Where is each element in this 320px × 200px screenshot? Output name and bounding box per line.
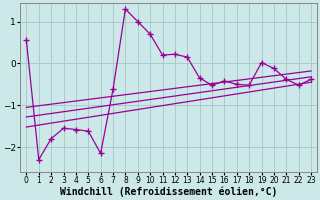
X-axis label: Windchill (Refroidissement éolien,°C): Windchill (Refroidissement éolien,°C) — [60, 187, 277, 197]
